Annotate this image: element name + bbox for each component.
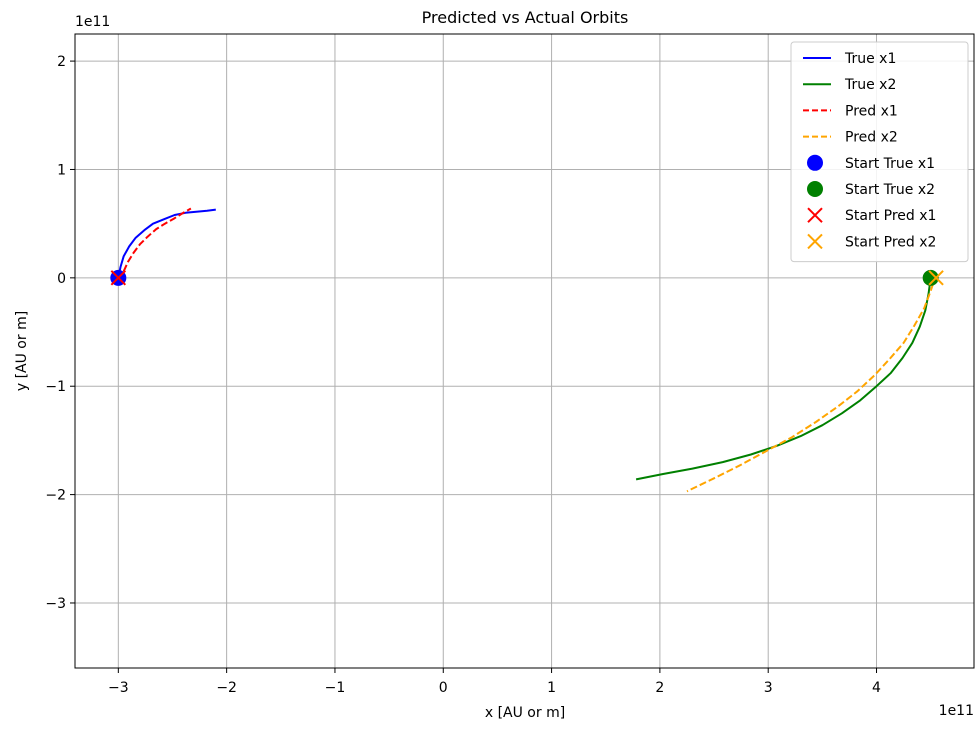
legend-label-start-true-x1: Start True x1: [845, 156, 935, 172]
legend-label-start-pred-x2: Start Pred x2: [845, 234, 936, 250]
x-offset-label: 1e11: [939, 703, 974, 719]
x-tick-label: 0: [439, 680, 448, 696]
legend-swatch-start-pred-x1-stroke-b: [807, 207, 823, 223]
x-tick-label: −3: [108, 680, 129, 696]
x-axis-label: x [AU or m]: [485, 705, 565, 721]
legend: True x1 True x2 Pred x1 Pred x2 Start True x…: [790, 41, 969, 263]
series-line-pred-x1: [120, 207, 192, 282]
legend-swatch-start-true-x2: [807, 181, 823, 197]
legend-box: [790, 41, 969, 263]
series-line-true-x1: [117, 208, 216, 278]
x-tick-label: 4: [872, 680, 881, 696]
marker-start-true-x2: [922, 269, 939, 286]
ticks: −3 −2 −1 0 1 2 3 4 −3 −2 −1 0 1 2: [45, 54, 881, 696]
series-layer: [117, 207, 938, 493]
legend-label-start-true-x2: Start True x2: [845, 182, 935, 198]
y-tick-label: 0: [57, 271, 66, 287]
marker-start-pred-x2: [928, 270, 944, 286]
marker-start-pred-x1-stroke-b: [110, 270, 127, 286]
legend-label-true-x1: True x1: [844, 51, 896, 67]
legend-label-start-pred-x1: Start Pred x1: [845, 208, 936, 224]
x-tick-label: 2: [655, 680, 664, 696]
legend-swatch-start-pred-x2: [807, 233, 823, 250]
legend-swatch-start-pred-x2-stroke-b: [807, 233, 823, 250]
legend-label-true-x2: True x2: [844, 77, 896, 93]
y-axis-label: y [AU or m]: [14, 311, 30, 391]
marker-start-pred-x1: [110, 270, 127, 286]
y-tick-label: −1: [45, 379, 66, 395]
x-tick-label: 1: [547, 680, 556, 696]
y-tick-label: 2: [57, 54, 66, 70]
y-offset-label: 1e11: [75, 14, 110, 30]
x-tick-label: −1: [325, 680, 346, 696]
series-line-pred-x2: [686, 274, 938, 493]
y-tick-label: 1: [57, 162, 66, 178]
marker-start-pred-x2-stroke-b: [928, 270, 944, 286]
marker-layer: [110, 269, 944, 286]
legend-label-pred-x2: Pred x2: [845, 130, 898, 146]
legend-swatch-start-true-x1: [807, 154, 823, 171]
y-tick-label: −2: [45, 488, 66, 504]
chart-title: Predicted vs Actual Orbits: [422, 8, 629, 27]
series-line-true-x2: [635, 277, 932, 481]
legend-swatch-start-pred-x1: [807, 207, 823, 223]
legend-label-pred-x1: Pred x1: [845, 103, 898, 119]
x-tick-label: 3: [764, 680, 773, 696]
y-tick-label: −3: [45, 596, 66, 612]
x-tick-label: −2: [216, 680, 237, 696]
plot-frame: [74, 33, 975, 669]
